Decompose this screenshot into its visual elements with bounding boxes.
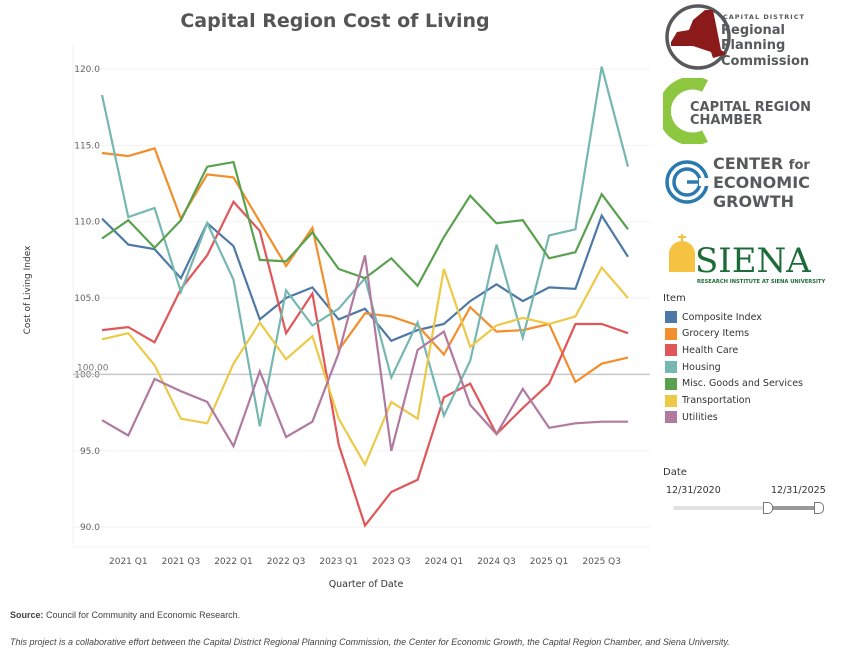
svg-text:Planning: Planning <box>721 38 785 53</box>
svg-text:CENTER for: CENTER for <box>713 154 810 173</box>
legend-swatch <box>665 394 677 407</box>
y-tick-label: 90.0 <box>80 523 100 533</box>
source-label: Source: <box>10 610 44 620</box>
svg-text:Regional: Regional <box>721 23 785 38</box>
legend-label: Misc. Goods and Services <box>682 378 803 390</box>
x-tick-label: 2024 Q1 <box>425 557 464 567</box>
line-chart: 90.0 95.0 100.0 105.0 110.0 115.0 120.0 2021 Q… <box>23 45 650 590</box>
cdrpc-logo: CAPITAL DISTRICT Regional Planning Commi… <box>663 2 843 72</box>
legend-title: Item <box>663 293 686 304</box>
y-tick-label: 115.0 <box>74 141 100 151</box>
chart-title: Capital Region Cost of Living <box>180 10 490 32</box>
slider-selected-range <box>765 506 819 510</box>
series-lines <box>100 66 630 528</box>
x-axis-label: Quarter of Date <box>329 579 404 590</box>
date-start-label: 12/31/2020 <box>666 485 721 496</box>
x-tick-label: 2021 Q3 <box>162 557 201 567</box>
series-line-health-care <box>101 199 629 528</box>
legend-item[interactable]: Misc. Goods and Services <box>665 377 803 391</box>
y-tick-label: 95.0 <box>80 447 100 457</box>
svg-text:Commission: Commission <box>721 54 809 69</box>
legend-item[interactable]: Transportation <box>665 394 751 408</box>
series-line-grocery-items <box>101 147 629 384</box>
x-axis-ticks: 2021 Q1 2021 Q3 2022 Q1 2022 Q3 2023 Q1 2023 … <box>109 557 621 567</box>
x-tick-label: 2022 Q1 <box>214 557 253 567</box>
x-tick-label: 2025 Q3 <box>582 557 621 567</box>
series-line-composite-index <box>101 213 629 343</box>
center-for-economic-growth-logo: CENTER for ECONOMIC GROWTH <box>663 150 843 214</box>
reference-line-label: 100.00 <box>77 363 109 373</box>
slider-end-handle[interactable] <box>814 502 824 514</box>
svg-text:ECONOMIC: ECONOMIC <box>713 173 810 192</box>
legend-label: Transportation <box>682 395 751 406</box>
legend-swatch <box>665 311 677 323</box>
svg-text:CAPITAL REGION: CAPITAL REGION <box>690 100 811 115</box>
series-line-transportation <box>101 265 629 467</box>
legend-label: Grocery Items <box>682 328 750 340</box>
legend-swatch <box>665 344 677 357</box>
date-filter-title: Date <box>663 467 687 478</box>
legend-label: Utilities <box>682 411 718 423</box>
x-tick-label: 2023 Q3 <box>372 557 411 567</box>
x-tick-label: 2022 Q3 <box>267 557 306 567</box>
y-tick-label: 120.0 <box>74 65 100 75</box>
legend-item[interactable]: Composite Index <box>665 310 762 324</box>
legend-label: Health Care <box>682 344 739 356</box>
reference-line: 100.00 <box>73 363 650 376</box>
x-tick-label: 2021 Q1 <box>109 557 148 567</box>
legend-swatch <box>665 377 677 390</box>
x-tick-label: 2023 Q1 <box>319 557 358 567</box>
y-tick-label: 105.0 <box>74 294 100 304</box>
y-axis-label: Cost of Living Index <box>23 245 33 334</box>
svg-text:SIENA: SIENA <box>695 241 811 281</box>
series-line-utilities <box>101 255 628 452</box>
date-end-label: 12/31/2025 <box>771 485 826 496</box>
legend-swatch <box>665 361 677 374</box>
legend-item[interactable]: Grocery Items <box>665 327 749 341</box>
legend-swatch <box>665 411 677 424</box>
y-tick-label: 100.0 <box>74 370 100 380</box>
series-line-misc-goods-and-services <box>101 160 629 288</box>
y-tick-label: 110.0 <box>74 218 100 228</box>
slider-start-handle[interactable] <box>763 502 773 514</box>
x-tick-label: 2024 Q3 <box>477 557 516 567</box>
source-note: Source: Council for Community and Econom… <box>10 610 240 620</box>
svg-text:CHAMBER: CHAMBER <box>690 113 762 128</box>
siena-research-institute-logo: SIENA RESEARCH INSTITUTE AT SIENA UNIVER… <box>665 232 825 288</box>
cdrpc-line1: CAPITAL DISTRICT <box>723 13 805 21</box>
source-text: Council for Community and Economic Resea… <box>43 610 241 620</box>
legend-item[interactable]: Health Care <box>665 343 738 357</box>
x-tick-label: 2025 Q1 <box>530 557 569 567</box>
capital-region-chamber-logo: CAPITAL REGION CHAMBER <box>657 76 843 146</box>
date-range-slider[interactable] <box>673 502 824 514</box>
legend-label: Housing <box>682 361 721 373</box>
svg-text:RESEARCH INSTITUTE AT SIENA UN: RESEARCH INSTITUTE AT SIENA UNIVERSITY <box>697 279 825 285</box>
series-line-housing <box>100 66 630 427</box>
y-axis-ticks: 90.0 95.0 100.0 105.0 110.0 115.0 120.0 <box>74 65 100 533</box>
legend-label: Composite Index <box>682 311 762 323</box>
legend-item[interactable]: Utilities <box>665 410 718 424</box>
collaboration-note: This project is a collaborative effort b… <box>10 637 730 647</box>
legend-swatch <box>665 327 677 340</box>
legend-item[interactable]: Housing <box>665 360 721 374</box>
svg-text:GROWTH: GROWTH <box>713 192 794 211</box>
gridlines <box>72 45 650 548</box>
